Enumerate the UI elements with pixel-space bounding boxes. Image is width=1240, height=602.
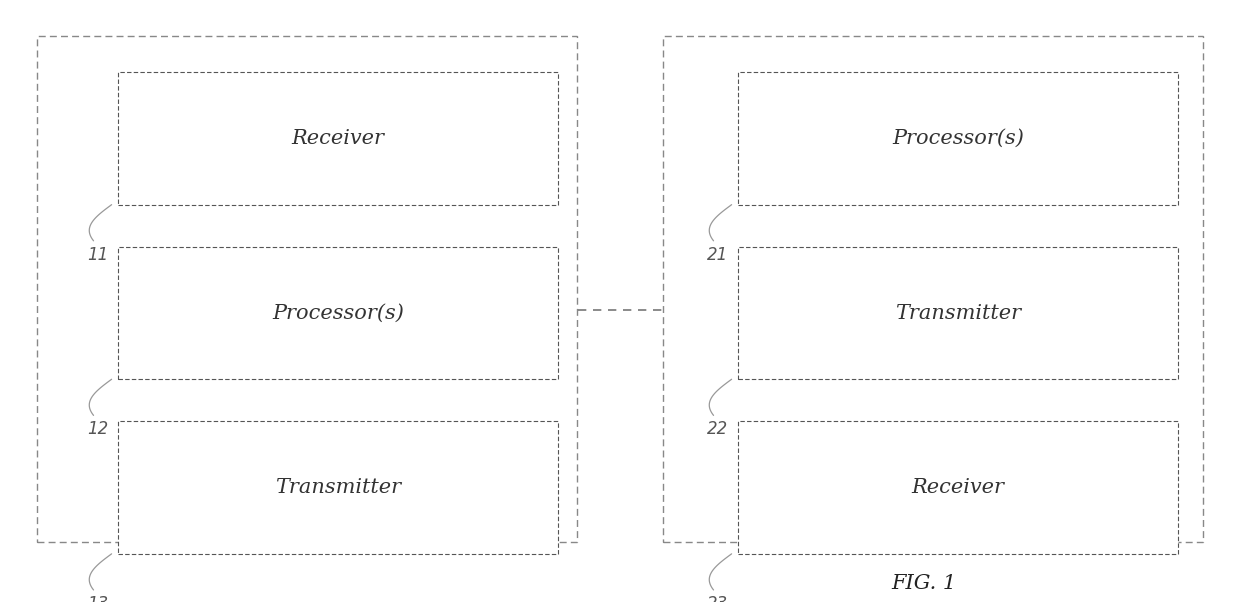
Text: 13: 13 [87, 595, 109, 602]
Text: 21: 21 [707, 246, 729, 264]
Text: 12: 12 [87, 420, 109, 438]
Bar [738, 247, 1178, 379]
Text: Processor(s): Processor(s) [272, 303, 404, 323]
Bar [663, 36, 1203, 542]
Text: 23: 23 [707, 595, 729, 602]
Text: FIG. 1: FIG. 1 [892, 574, 956, 593]
Text: Processor(s): Processor(s) [892, 129, 1024, 148]
Text: Receiver: Receiver [291, 129, 384, 148]
Text: 11: 11 [87, 246, 109, 264]
Bar [118, 72, 558, 205]
Bar [37, 36, 577, 542]
Text: Receiver: Receiver [911, 478, 1004, 497]
Text: 22: 22 [707, 420, 729, 438]
Bar [118, 421, 558, 554]
Bar [738, 421, 1178, 554]
Bar [738, 72, 1178, 205]
Text: Transmitter: Transmitter [275, 478, 401, 497]
Bar [118, 247, 558, 379]
Text: Transmitter: Transmitter [895, 303, 1021, 323]
